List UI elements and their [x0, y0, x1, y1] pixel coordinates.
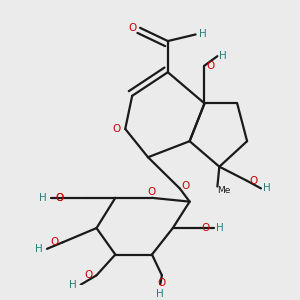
Text: O: O [84, 270, 92, 280]
Text: O: O [249, 176, 257, 186]
Text: H: H [156, 290, 164, 299]
Text: O: O [56, 193, 64, 203]
Text: O: O [202, 223, 210, 233]
Text: O: O [158, 278, 166, 288]
Text: O: O [51, 237, 59, 247]
Text: H: H [35, 244, 43, 254]
Text: H: H [216, 223, 224, 233]
Text: O: O [148, 187, 156, 197]
Text: H: H [39, 193, 47, 203]
Text: O: O [182, 181, 190, 190]
Text: H: H [199, 29, 206, 39]
Text: Me: Me [218, 186, 231, 195]
Text: O: O [112, 124, 120, 134]
Text: H: H [263, 183, 271, 194]
Text: H: H [219, 51, 227, 61]
Text: O: O [206, 61, 215, 70]
Text: O: O [56, 193, 64, 203]
Text: H: H [69, 280, 77, 290]
Text: O: O [129, 23, 137, 33]
